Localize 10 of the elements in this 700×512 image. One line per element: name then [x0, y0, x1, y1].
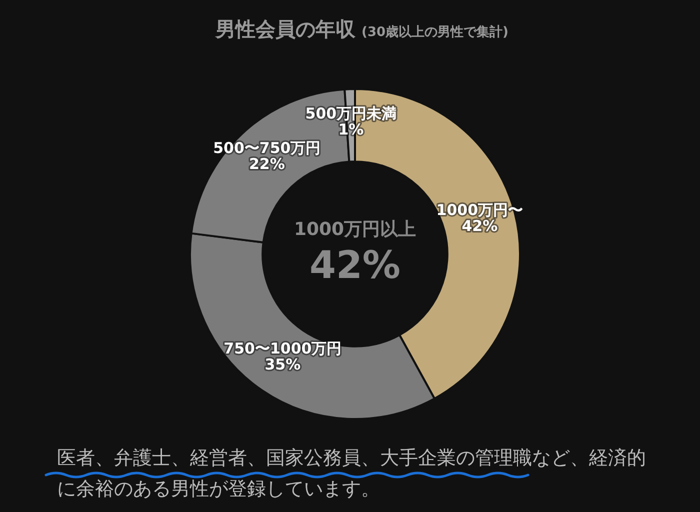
- data-label: 42%: [462, 216, 498, 235]
- data-label: 22%: [248, 155, 285, 174]
- text: 医者、弁護士、経営者、国家公務員、大手企業の管理職など、経済的に余裕のある男性が登録しています。: [57, 446, 647, 502]
- chart-subtitle: (30歳以上の男性で集計): [362, 25, 508, 40]
- slice-label: 500〜750万円: [213, 139, 321, 158]
- text: 1000万円以上: [292, 218, 418, 242]
- text: 42%: [308, 242, 402, 288]
- chart-title: 男性会員の年収: [216, 17, 356, 41]
- data-label: 35%: [264, 355, 301, 374]
- slice-label: 750〜1000万円: [224, 339, 342, 358]
